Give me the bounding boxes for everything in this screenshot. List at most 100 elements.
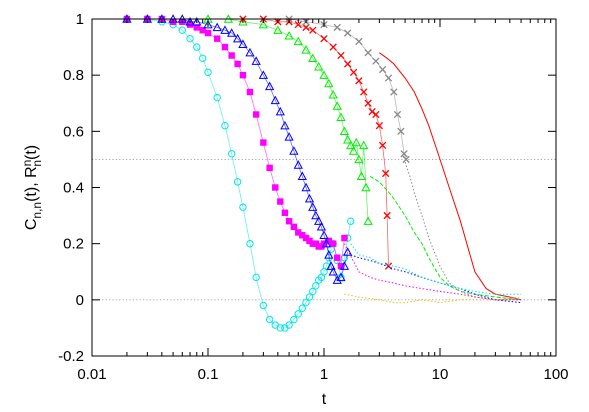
data-point	[381, 169, 390, 178]
data-point	[311, 210, 321, 220]
y-tick-label: 0.8	[63, 67, 84, 84]
data-point	[355, 77, 363, 85]
data-point	[198, 54, 207, 63]
data-point	[356, 171, 367, 180]
data-point	[324, 250, 334, 259]
data-point	[290, 223, 298, 231]
data-point	[272, 184, 279, 191]
x-axis-ticks: 0.01 0.1 1 10 100	[77, 19, 569, 383]
data-point	[239, 203, 247, 211]
data-point	[361, 182, 371, 192]
data-point	[347, 217, 355, 225]
y-tick-label: -0.2	[58, 348, 84, 365]
data-point	[328, 89, 338, 99]
data-point	[326, 261, 336, 270]
data-point	[293, 160, 303, 169]
data-point	[295, 229, 302, 236]
data-point	[258, 19, 268, 29]
data-point	[355, 37, 363, 46]
data-point	[228, 52, 235, 59]
data-point	[336, 112, 346, 121]
data-point	[297, 171, 307, 180]
data-point	[301, 45, 311, 54]
x-tick-label: 10	[432, 366, 449, 383]
data-point	[325, 237, 333, 245]
data-point	[324, 78, 334, 88]
data-point	[227, 150, 236, 158]
data-point	[258, 70, 268, 79]
data-point	[334, 254, 341, 261]
data-point	[354, 154, 364, 164]
data-point	[301, 182, 311, 192]
y-tick-label: 0.2	[63, 236, 84, 253]
x-axis-label: t	[322, 391, 327, 408]
data-point	[336, 272, 346, 282]
series-line	[379, 52, 522, 301]
series-trace	[289, 18, 407, 160]
data-point	[246, 88, 254, 96]
data-point	[383, 211, 391, 220]
data-point	[363, 216, 373, 225]
data-point	[251, 56, 261, 65]
data-point	[319, 70, 329, 79]
reference-lines	[92, 159, 556, 301]
data-point	[332, 275, 342, 284]
series-line	[369, 175, 522, 301]
y-tick-label: 1	[76, 11, 84, 28]
data-point	[266, 164, 273, 172]
data-point	[280, 120, 290, 130]
data-point	[343, 134, 353, 144]
data-point	[349, 68, 358, 77]
data-point	[275, 106, 285, 116]
series-5	[285, 15, 410, 164]
data-point	[221, 43, 229, 51]
data-point	[359, 140, 369, 150]
series-line	[344, 293, 522, 304]
y-label-part: n	[30, 160, 44, 167]
data-point	[314, 216, 324, 225]
y-tick-label: 0.4	[63, 180, 84, 197]
data-point	[281, 209, 289, 216]
series-10	[343, 243, 522, 301]
data-point	[305, 293, 314, 301]
data-point	[351, 137, 361, 147]
data-point	[360, 88, 368, 96]
data-point	[309, 287, 317, 296]
data-point	[337, 262, 345, 270]
data-point	[339, 261, 350, 270]
data-point	[348, 146, 359, 155]
data-point	[284, 31, 294, 40]
data-point	[220, 25, 230, 34]
data-point	[285, 321, 293, 329]
data-point	[319, 230, 329, 239]
data-point	[375, 122, 384, 130]
data-point	[294, 20, 302, 29]
data-point	[298, 304, 306, 312]
data-point	[320, 34, 328, 43]
data-point	[302, 234, 310, 242]
x-tick-label: 0.1	[198, 366, 219, 383]
data-point	[227, 28, 237, 37]
data-point	[259, 301, 268, 310]
data-point	[178, 26, 186, 34]
series-line	[350, 243, 522, 295]
series-7	[369, 175, 522, 301]
data-point	[252, 273, 260, 282]
data-point	[368, 108, 376, 116]
data-point	[364, 99, 372, 107]
y-label-part: C	[23, 219, 40, 231]
y-label-part: (t)	[23, 145, 40, 160]
data-point	[372, 110, 380, 119]
series-6	[379, 52, 522, 301]
data-point	[289, 146, 299, 155]
data-point	[238, 39, 248, 48]
data-point	[372, 57, 380, 65]
data-point	[364, 49, 372, 57]
data-point	[193, 43, 201, 51]
data-point	[304, 193, 315, 203]
x-tick-label: 100	[543, 366, 568, 383]
data-point	[312, 282, 320, 290]
data-point	[186, 34, 194, 43]
series-trace	[126, 18, 349, 281]
